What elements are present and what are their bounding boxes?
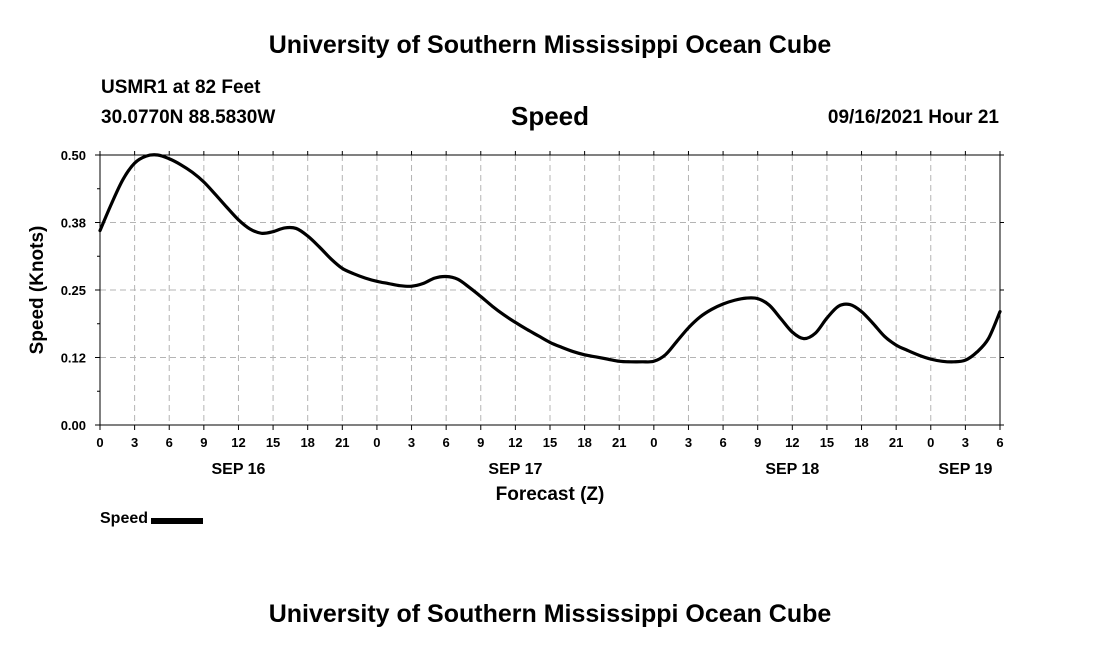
x-tick-label: 21: [612, 435, 626, 450]
y-axis-title: Speed (Knots): [27, 226, 48, 355]
date-label: SEP 19: [938, 461, 992, 478]
date-label: SEP 17: [488, 461, 542, 478]
parameter-title: Speed: [510, 101, 590, 131]
station-label: USMR1 at 82 Feet: [101, 77, 261, 98]
y-tick-label: 0.50: [61, 148, 86, 163]
forecast-datetime: 09/16/2021 Hour 21: [827, 107, 999, 128]
y-tick-label: 0.25: [61, 283, 86, 298]
x-tick-label: 15: [543, 435, 557, 450]
x-axis: 0 3 6 9 12 15 18 21 0 3 6 9 12 15 18 21 0 3 6 9 12 15 18 21 0 3 6: [96, 151, 1004, 450]
x-tick-label: 18: [300, 435, 314, 450]
y-axis: 0.00 0.12 0.25 0.38 0.50: [61, 148, 1004, 433]
footer-title: University of Southern Mississippi Ocean…: [268, 600, 832, 628]
chart-grid: [100, 155, 1000, 425]
y-tick-label: 0.38: [61, 216, 86, 231]
x-tick-label: 12: [231, 435, 245, 450]
x-tick-label: 6: [719, 435, 726, 450]
y-tick-label: 0.12: [61, 351, 86, 366]
x-tick-label: 6: [166, 435, 173, 450]
x-tick-label: 0: [927, 435, 934, 450]
coordinates-label: 30.0770N 88.5830W: [101, 107, 276, 128]
header-title: University of Southern Mississippi Ocean…: [268, 31, 832, 59]
x-axis-title: Forecast (Z): [496, 484, 605, 505]
x-tick-label: 21: [335, 435, 349, 450]
x-tick-label: 15: [266, 435, 280, 450]
x-tick-label: 0: [373, 435, 380, 450]
x-tick-label: 3: [131, 435, 138, 450]
x-tick-label: 3: [685, 435, 692, 450]
x-tick-label: 9: [200, 435, 207, 450]
x-tick-label: 9: [754, 435, 761, 450]
x-tick-label: 12: [508, 435, 522, 450]
speed-series-line: [98, 153, 1002, 364]
x-tick-label: 18: [577, 435, 591, 450]
x-tick-label: 21: [889, 435, 903, 450]
y-tick-label: 0.00: [61, 418, 86, 433]
x-tick-label: 6: [443, 435, 450, 450]
legend-swatch: [151, 517, 204, 524]
chart-legend: Speed: [100, 510, 204, 528]
x-tick-label: 0: [96, 435, 103, 450]
x-tick-label: 9: [477, 435, 484, 450]
date-labels: SEP 16 SEP 17 SEP 18 SEP 19: [211, 461, 992, 478]
x-tick-label: 18: [854, 435, 868, 450]
date-label: SEP 18: [765, 461, 819, 478]
legend-label: Speed: [100, 510, 149, 527]
x-tick-label: 12: [785, 435, 799, 450]
date-label: SEP 16: [211, 461, 265, 478]
x-tick-label: 3: [408, 435, 415, 450]
x-tick-label: 3: [962, 435, 969, 450]
x-tick-label: 0: [650, 435, 657, 450]
x-tick-label: 15: [820, 435, 834, 450]
x-tick-label: 6: [996, 435, 1003, 450]
